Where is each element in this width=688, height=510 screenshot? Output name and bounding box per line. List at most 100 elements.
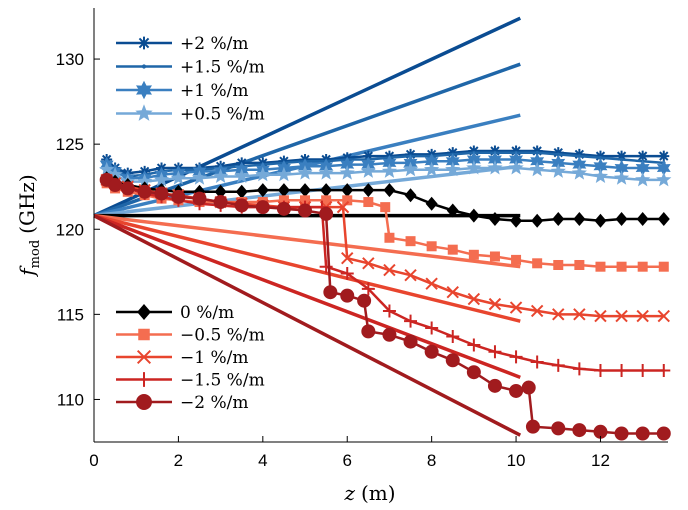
data-point-plus1-m <box>445 153 460 170</box>
data-point-plus0-5-m <box>508 160 524 175</box>
data-point-plus0-5-m <box>191 170 208 185</box>
data-point-plus0-5-m <box>276 166 292 182</box>
data-point-plus1-m <box>488 151 502 168</box>
data-point-minus1-5-m <box>319 260 333 274</box>
data-point-minus2-m <box>276 201 291 216</box>
data-point-minus1-m <box>594 309 607 323</box>
data-point-minus0-5-m <box>380 202 391 213</box>
data-point-minus1-5-m <box>361 282 375 296</box>
data-point-minus1-5-m <box>551 358 565 372</box>
data-point-minus0-5-m <box>574 259 585 270</box>
data-point-plus0-5-m <box>592 168 609 183</box>
legend-marker <box>137 303 151 321</box>
data-point-minus1-m <box>509 301 523 314</box>
data-point-minus1-5-m <box>425 321 439 335</box>
data-point-plus1-m <box>424 153 439 170</box>
legend-label: +0.5 %/m <box>180 105 265 125</box>
data-point-minus2-m <box>120 181 135 196</box>
x-tick-label: 6 <box>343 451 352 470</box>
legend-entry-plus0-5-m: +0.5 %/m <box>116 104 265 125</box>
data-point-minus1-m <box>341 251 354 265</box>
data-point-plus1-m <box>635 160 650 176</box>
data-point-minus1-m <box>336 200 350 214</box>
data-point-minus1-m <box>446 286 459 299</box>
data-point-plus1-m <box>340 156 355 173</box>
data-point-minus0-5-m <box>511 254 522 265</box>
data-point-0-m <box>615 212 628 227</box>
data-point-minus1-5-m <box>657 364 671 378</box>
data-point-0-m <box>425 196 438 211</box>
data-point-minus2-m <box>340 288 355 303</box>
data-point-plus0-5-m <box>381 163 397 178</box>
data-point-minus2-m <box>466 365 481 380</box>
data-point-plus0-5-m <box>137 173 153 189</box>
legend-label: +1 %/m <box>180 81 248 101</box>
data-point-0-m <box>341 183 354 198</box>
data-point-plus0-5-m <box>234 168 250 183</box>
y-tick-label: 125 <box>56 135 84 154</box>
data-point-minus2-m <box>487 378 502 393</box>
data-point-minus1-5-m <box>340 267 354 281</box>
data-point-plus0-5-m <box>445 161 461 177</box>
data-point-minus1-m <box>383 263 396 277</box>
data-point-minus0-5-m <box>468 249 479 260</box>
data-point-0-m <box>277 183 290 198</box>
data-point-plus0-5-m <box>635 171 651 187</box>
data-point-minus1-m <box>362 257 375 270</box>
data-point-plus0-5-m <box>571 165 587 180</box>
y-tick-label: 120 <box>56 220 84 239</box>
data-point-plus1-5-m <box>598 155 603 160</box>
legend-marker <box>136 349 152 365</box>
data-point-plus0-5-m <box>153 171 170 187</box>
data-point-minus2-m <box>323 285 338 300</box>
data-point-minus2-m <box>154 186 169 201</box>
reference-line-minus1-m <box>93 213 521 323</box>
legend-entry-plus2-m: +2 %/m <box>116 34 248 54</box>
data-point-0-m <box>594 213 607 228</box>
data-point-plus0-5-m <box>213 168 229 183</box>
legend-label: +2 %/m <box>180 34 248 54</box>
legend-label: −1 %/m <box>180 348 248 368</box>
data-point-plus1-m <box>551 154 566 171</box>
legend-marker <box>136 372 152 387</box>
data-point-minus2-m <box>357 293 372 308</box>
data-point-minus2-m <box>255 200 270 215</box>
data-point-minus0-5-m <box>321 195 332 206</box>
data-point-0-m <box>531 213 544 228</box>
data-point-plus0-5-m <box>255 166 271 182</box>
data-point-minus0-5-m <box>489 251 500 262</box>
legend-label: 0 %/m <box>180 303 234 323</box>
data-point-plus0-5-m <box>466 160 482 175</box>
data-point-0-m <box>404 188 417 203</box>
data-point-plus0-5-m <box>550 163 566 178</box>
data-point-minus1-5-m <box>467 338 481 352</box>
reference-lines <box>93 16 522 437</box>
data-point-minus1-5-m <box>488 345 502 359</box>
data-point-minus1-5-m <box>382 304 396 318</box>
data-point-minus2-m <box>551 421 566 436</box>
axes <box>93 8 668 443</box>
data-point-0-m <box>657 212 670 227</box>
data-point-minus1-5-m <box>509 350 523 364</box>
data-point-plus0-5-m <box>424 161 440 177</box>
data-point-minus0-5-m <box>658 261 669 272</box>
legend-marker <box>135 104 153 121</box>
legend-entry-minus1-5-m: −1.5 %/m <box>116 371 265 391</box>
data-point-minus0-5-m <box>278 195 289 206</box>
data-point-minus1-m <box>657 309 670 323</box>
data-point-minus0-5-m <box>405 236 416 247</box>
data-point-0-m <box>552 212 565 227</box>
data-point-plus0-5-m <box>402 161 419 177</box>
x-tick-label: 12 <box>591 451 610 470</box>
data-point-minus0-5-m <box>300 195 311 206</box>
series-group <box>99 145 672 441</box>
data-point-plus0-5-m <box>614 170 630 185</box>
data-point-minus1-5-m <box>446 329 460 343</box>
data-point-plus1-m <box>593 158 608 175</box>
data-point-minus2-m <box>213 195 228 210</box>
data-point-minus1-5-m <box>636 364 650 378</box>
legend-positive: +2 %/m +1.5 %/m +1 %/m +0.5 %/m <box>116 34 265 125</box>
data-point-plus1-m <box>656 160 671 176</box>
data-point-minus2-m <box>234 198 249 213</box>
data-point-minus0-5-m <box>595 261 606 272</box>
